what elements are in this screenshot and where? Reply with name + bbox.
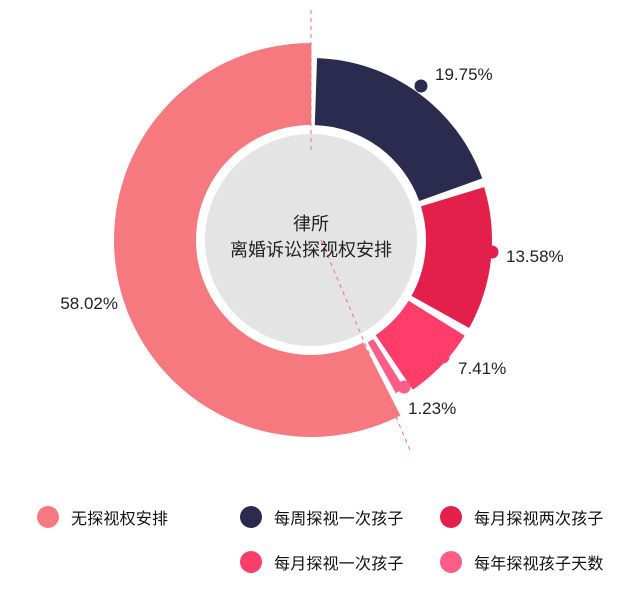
guide-line-bottom (320, 239, 411, 451)
label-dot (397, 380, 411, 394)
label-dot (436, 350, 450, 364)
donut-slice (367, 338, 405, 394)
label-dot (485, 245, 499, 259)
slices (114, 43, 492, 438)
label-dot (414, 79, 428, 93)
data-label: 58.02% (60, 294, 118, 313)
center-title-line: 律所 (293, 214, 329, 235)
data-label: 13.58% (506, 247, 564, 266)
donut-slice (314, 58, 483, 202)
data-label: 7.41% (458, 359, 506, 378)
donut-slice (411, 187, 492, 329)
data-label: 19.75% (435, 65, 493, 84)
label-dot (127, 267, 141, 281)
data-labels: 19.75% 13.58% 7.41% 1.23% 58.02% (60, 65, 563, 418)
donut-slice (114, 43, 401, 438)
donut-slice (375, 300, 465, 390)
data-label: 1.23% (408, 399, 456, 418)
center-title-line: 离婚诉讼探视权安排 (230, 240, 392, 261)
center-circle (205, 134, 417, 346)
